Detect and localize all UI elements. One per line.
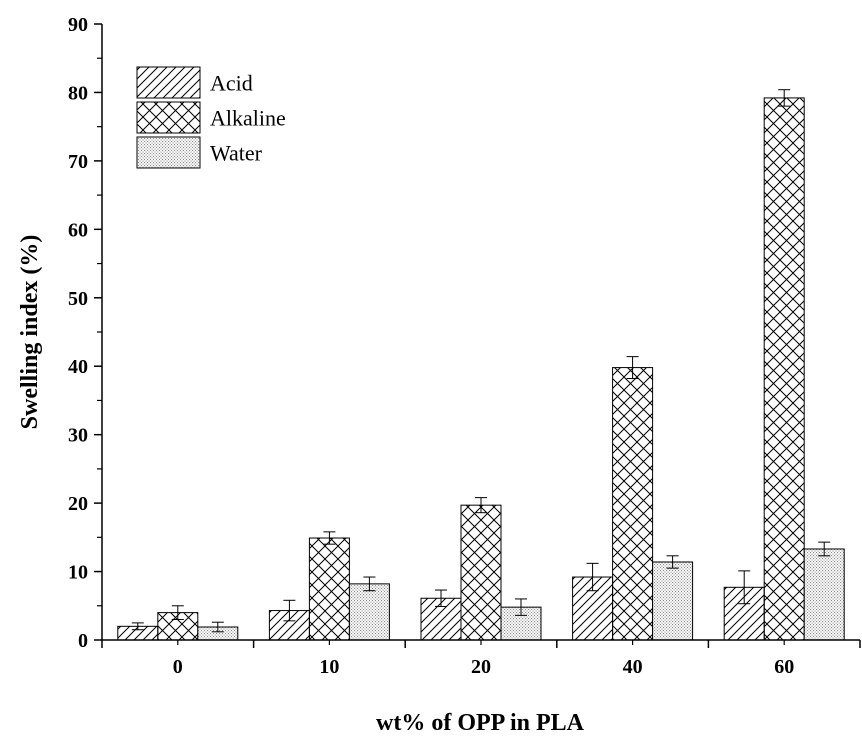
- bar-water-60: [803, 548, 845, 641]
- legend-label-alkaline: Alkaline: [210, 106, 286, 131]
- legend-label-water: Water: [210, 141, 263, 166]
- error-bar-alkaline-40: [626, 356, 639, 380]
- y-tick-label-10: 10: [68, 562, 88, 584]
- bar-alkaline-60: [763, 97, 805, 641]
- y-tick-label-20: 20: [68, 493, 88, 515]
- y-tick-label-70: 70: [68, 151, 88, 173]
- legend: Acid Alkaline Water: [136, 66, 286, 169]
- axes: 0 10 20 30 40 50 60 70 80 90 0 10 20 40 60: [68, 14, 861, 678]
- error-bar-alkaline-20: [475, 497, 487, 514]
- bar-water-40: [652, 561, 694, 641]
- error-bar-alkaline-10: [323, 531, 336, 545]
- legend-swatch-alkaline: [136, 101, 201, 134]
- error-bar-alkaline-0: [171, 605, 184, 620]
- y-tick-label-90: 90: [68, 14, 88, 36]
- legend-swatch-water: [136, 136, 201, 169]
- legend-item-alkaline: Alkaline: [136, 101, 286, 134]
- y-axis-title: Swelling index (%): [17, 235, 43, 430]
- error-bar-acid-40: [586, 562, 599, 592]
- x-tick-label-40: 40: [623, 656, 643, 678]
- y-tick-label-50: 50: [68, 288, 88, 310]
- y-tick-label-80: 80: [68, 82, 88, 104]
- legend-label-acid: Acid: [210, 71, 253, 96]
- y-tick-label-0: 0: [78, 630, 88, 652]
- legend-item-water: Water: [136, 136, 263, 169]
- error-bar-water-20: [515, 598, 527, 616]
- error-bar-water-40: [666, 555, 679, 569]
- error-bar-water-0: [211, 621, 224, 633]
- x-axis-title: wt% of OPP in PLA: [376, 710, 585, 736]
- y-tick-label-30: 30: [68, 425, 88, 447]
- error-bar-alkaline-60: [778, 89, 791, 107]
- x-tick-label-20: 20: [471, 656, 491, 678]
- error-bar-acid-0: [131, 622, 144, 631]
- x-tick-label-60: 60: [774, 656, 794, 678]
- legend-item-acid: Acid: [136, 66, 253, 99]
- bar-alkaline-10: [308, 537, 350, 641]
- bar-alkaline-40: [612, 367, 654, 641]
- error-bar-water-10: [363, 576, 376, 592]
- x-tick-label-0: 0: [173, 656, 183, 678]
- bar-water-10: [348, 583, 390, 641]
- x-tick-label-10: 10: [319, 656, 339, 678]
- y-tick-label-40: 40: [68, 356, 88, 378]
- error-bar-acid-60: [738, 570, 751, 605]
- bar-alkaline-20: [460, 504, 502, 641]
- error-bar-acid-10: [283, 599, 296, 622]
- error-bar-water-60: [818, 541, 831, 557]
- bars: [117, 89, 845, 641]
- y-tick-label-60: 60: [68, 219, 88, 241]
- error-bar-acid-20: [435, 589, 447, 607]
- legend-swatch-acid: [136, 66, 201, 99]
